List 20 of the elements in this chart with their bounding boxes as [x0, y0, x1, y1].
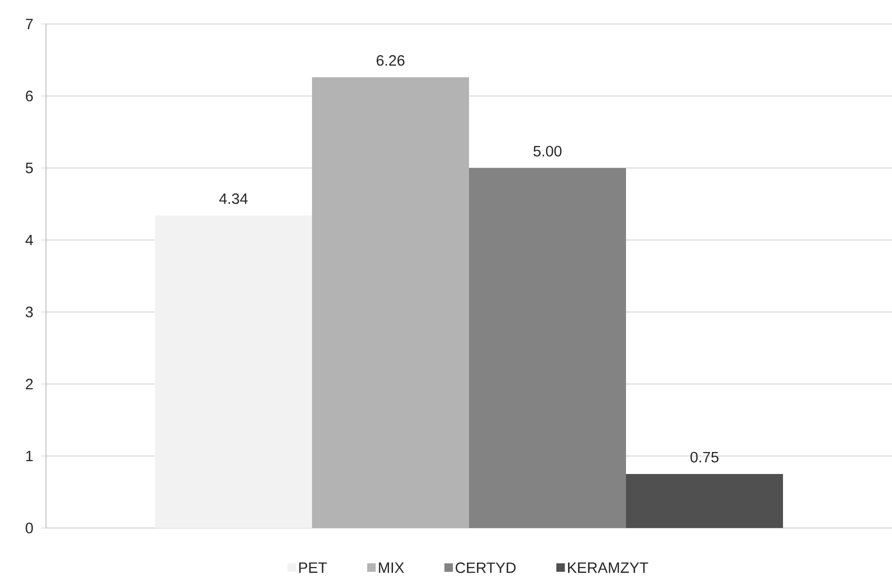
data-label: 6.26	[376, 55, 404, 66]
data-label: 5.00	[534, 146, 562, 156]
legend-label: PET	[299, 562, 327, 573]
legend-label: CERTYD	[456, 562, 516, 574]
bar	[155, 216, 312, 528]
data-label: 0.75	[690, 452, 718, 462]
y-tick-label: 2	[26, 378, 33, 390]
y-tick-label: 4	[25, 234, 34, 246]
legend-label: KERAMZYT	[568, 562, 648, 573]
y-tick-label: 1	[26, 450, 33, 462]
y-tick-label: 3	[26, 306, 33, 318]
bar	[626, 474, 783, 528]
data-label: 4.34	[219, 193, 248, 204]
legend-label: MIX	[378, 562, 404, 573]
bar	[469, 168, 626, 528]
y-tick-label: 0	[26, 522, 33, 534]
bar	[312, 77, 469, 528]
y-tick-label: 6	[26, 90, 33, 102]
y-tick-label: 7	[26, 18, 33, 30]
y-tick-label: 5	[26, 162, 33, 174]
